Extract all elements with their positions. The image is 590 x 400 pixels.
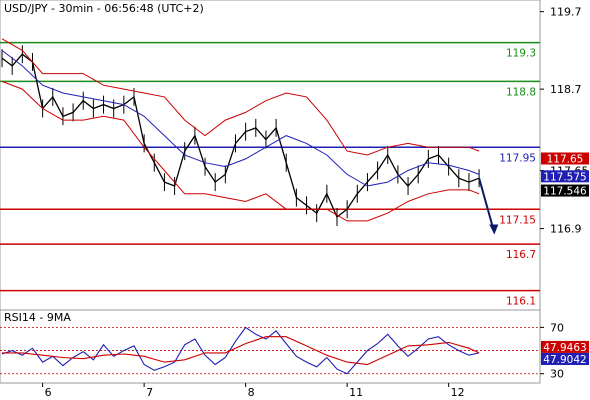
oscillator-title: RSI14 - 9MA (4, 311, 71, 324)
price-tag-label-1: 117.575 (543, 171, 586, 183)
osc-tag-label-1: 47.9042 (543, 354, 586, 366)
level-label-4: 116.7 (506, 249, 536, 261)
osc-tag-label-0: 47.9463 (543, 342, 586, 354)
level-label-1: 118.8 (506, 86, 536, 98)
price-tag-0 (541, 152, 589, 165)
price-tag-2 (541, 184, 589, 197)
osc-series-rsi-moving-average (2, 336, 480, 366)
level-label-2: 117.95 (499, 152, 536, 164)
oscillator-panel-frame (0, 309, 541, 384)
level-label-0: 119.3 (506, 48, 536, 60)
x-tick-label-2: 8 (248, 386, 255, 399)
level-label-5: 116.1 (506, 296, 536, 308)
price-tag-label-2: 117.546 (543, 186, 587, 198)
osc-series-rsi (1, 326, 480, 375)
level-label-3: 117.15 (499, 214, 536, 226)
osc-y-tick-label-0: 70 (550, 321, 564, 334)
series-projection (478, 177, 496, 233)
x-tick-label-1: 7 (146, 386, 153, 399)
price-tag-1 (541, 170, 589, 183)
series-upper-band (1, 38, 480, 156)
x-tick-label-3: 11 (349, 386, 363, 399)
y-tick-label-0: 119.7 (550, 6, 582, 19)
price-chart-title: USD/JPY - 30min - 06:56:48 (UTC+2) (4, 2, 204, 15)
x-tick-label-4: 12 (451, 386, 465, 399)
x-tick-label-0: 6 (45, 386, 52, 399)
osc-y-tick-label-1: 30 (550, 368, 564, 381)
price-panel-frame (0, 0, 541, 311)
y-tick-label-3: 116.9 (550, 223, 582, 236)
osc-tag-0 (541, 340, 589, 353)
series-price (1, 53, 480, 219)
series-moving-average (1, 50, 480, 187)
series-lower-band (1, 80, 480, 222)
osc-tag-1 (541, 352, 589, 365)
y-tick-label-1: 118.7 (550, 83, 582, 96)
price-tag-label-0: 117.65 (547, 154, 584, 166)
projection-arrowhead (489, 224, 499, 235)
